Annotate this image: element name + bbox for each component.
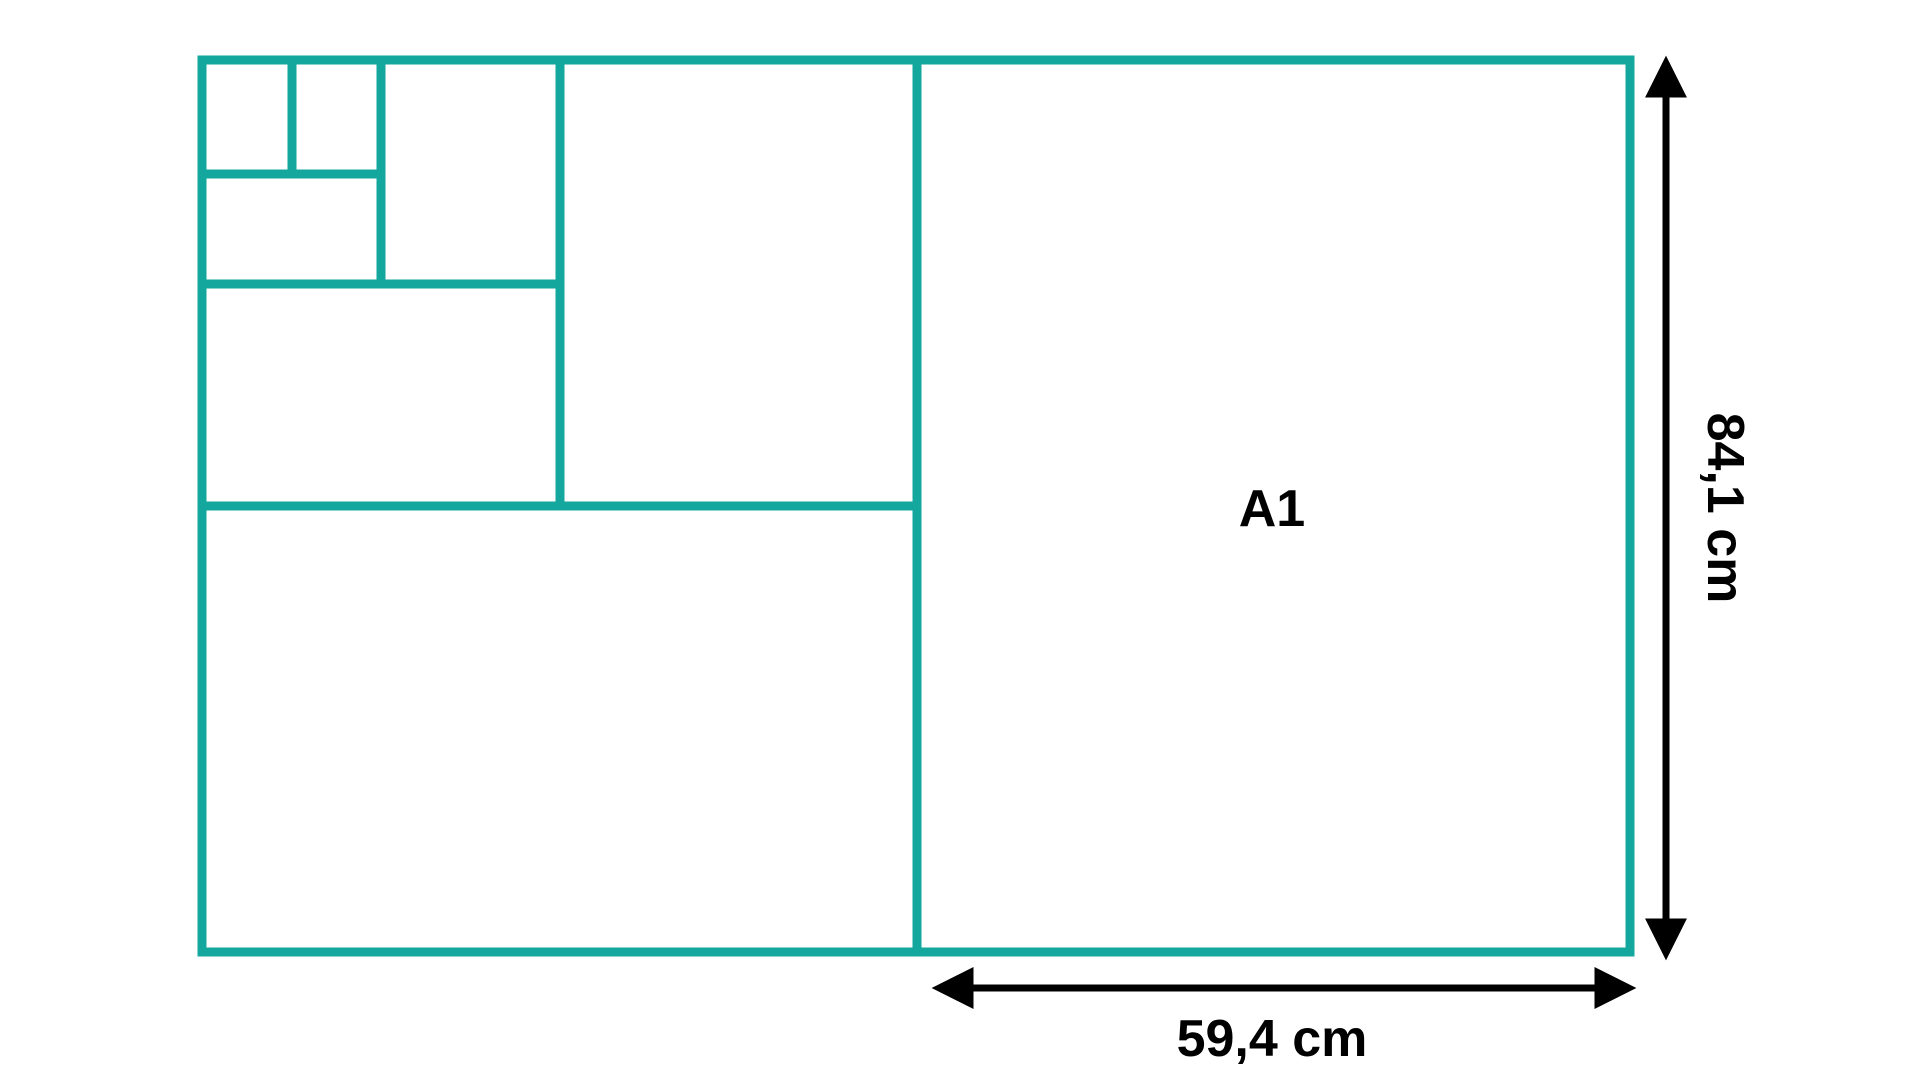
height-label: 84,1 cm <box>1696 413 1754 604</box>
width-label: 59,4 cm <box>1177 1010 1368 1068</box>
sheet-label: A1 <box>1239 480 1305 538</box>
paper-subdivisions <box>197 55 1635 957</box>
